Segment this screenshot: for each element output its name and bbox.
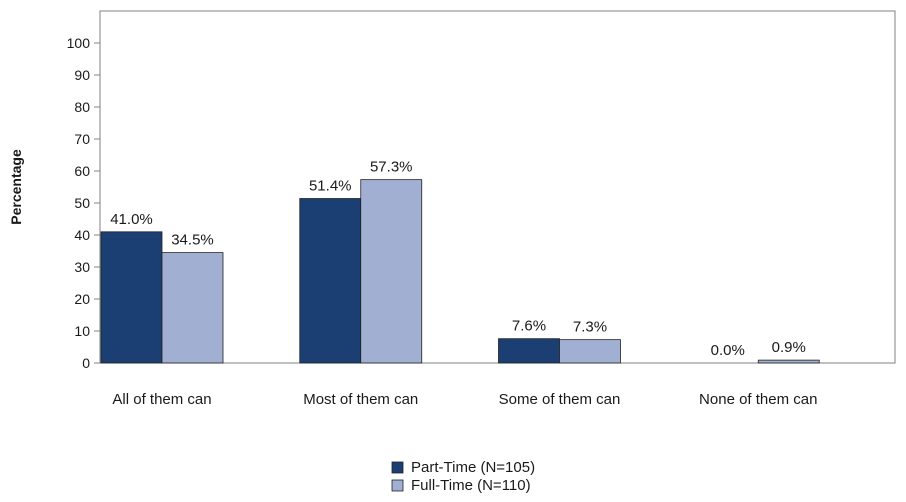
data-label: 0.0% bbox=[711, 342, 745, 359]
category-label: None of them can bbox=[699, 391, 817, 408]
bar-part-time bbox=[299, 198, 362, 364]
data-label-group: 41.0% 34.5% 51.4% 57.3% 7.6% 7.3% 0.0% 0.9% bbox=[110, 159, 806, 359]
plot-frame bbox=[99, 10, 896, 364]
y-tick-label: 90 bbox=[74, 67, 90, 83]
data-label: 41.0% bbox=[110, 211, 153, 228]
y-tick-label: 70 bbox=[74, 131, 90, 147]
bar-full-time bbox=[161, 252, 224, 364]
y-tick-label: 80 bbox=[74, 99, 90, 115]
bar-part-time bbox=[100, 231, 163, 364]
y-tick-label: 10 bbox=[74, 323, 90, 339]
legend-swatch bbox=[391, 479, 404, 492]
y-axis-title: Percentage bbox=[8, 149, 24, 225]
bar-full-time bbox=[360, 179, 423, 364]
y-tick-label: 100 bbox=[67, 35, 91, 51]
data-label: 34.5% bbox=[171, 232, 214, 249]
data-label: 7.6% bbox=[512, 318, 546, 335]
y-tick-label: 40 bbox=[74, 227, 90, 243]
legend: Part-Time (N=105)Full-Time (N=110) bbox=[391, 459, 535, 494]
y-tick-label: 20 bbox=[74, 291, 90, 307]
bar-full-time bbox=[757, 359, 820, 364]
y-tick-label: 30 bbox=[74, 259, 90, 275]
x-axis-labels: All of them can Most of them can Some of t… bbox=[112, 391, 817, 408]
data-label: 51.4% bbox=[309, 178, 352, 195]
category-label: Some of them can bbox=[499, 391, 621, 408]
category-label: Most of them can bbox=[303, 391, 418, 408]
bar-group bbox=[100, 179, 820, 364]
y-tick-label: 60 bbox=[74, 163, 90, 179]
data-label: 57.3% bbox=[370, 159, 413, 176]
legend-swatch bbox=[391, 461, 404, 474]
bar-part-time bbox=[498, 338, 560, 364]
category-label: All of them can bbox=[112, 391, 211, 408]
data-label: 0.9% bbox=[772, 339, 806, 356]
y-tick-label: 0 bbox=[82, 355, 90, 371]
y-axis: 0 10 20 30 40 50 60 70 80 90 100 bbox=[67, 35, 100, 371]
legend-label: Full-Time (N=110) bbox=[411, 477, 531, 494]
legend-label: Part-Time (N=105) bbox=[411, 459, 535, 476]
data-label: 7.3% bbox=[573, 319, 607, 336]
bar-full-time bbox=[559, 339, 621, 364]
y-tick-label: 50 bbox=[74, 195, 90, 211]
